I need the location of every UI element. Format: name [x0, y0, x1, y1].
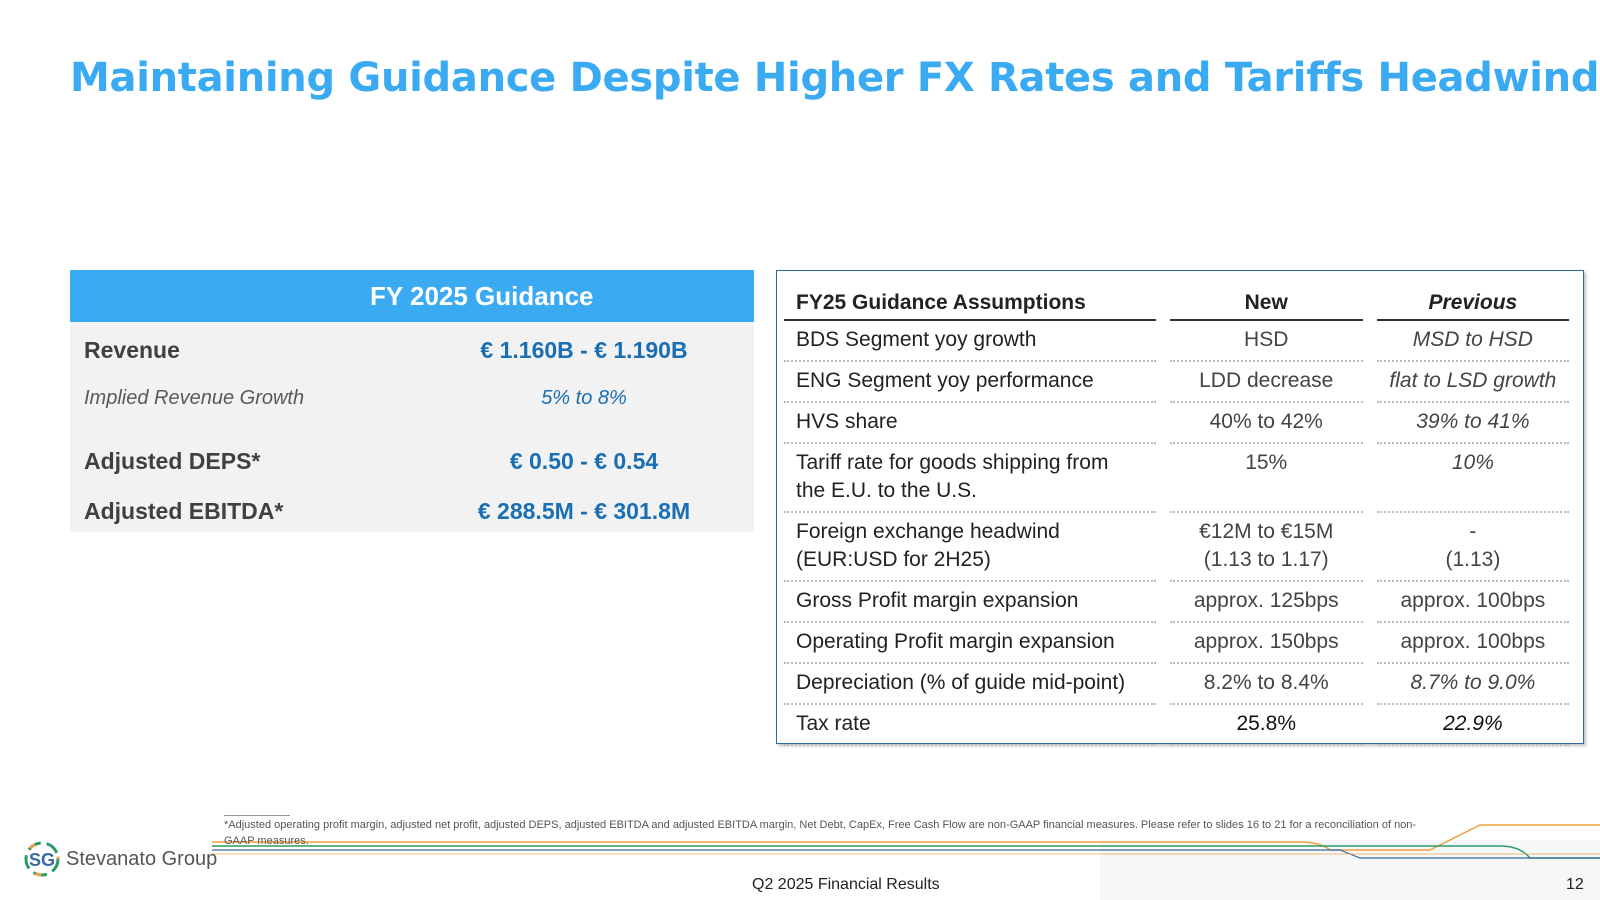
assumptions-card: FY25 Guidance Assumptions New Previous B…	[776, 270, 1584, 746]
row-previous-value: 10%	[1376, 444, 1569, 513]
footer-decoration	[212, 824, 1600, 900]
assumptions-header-row: FY25 Guidance Assumptions New Previous	[784, 285, 1569, 321]
footnote-rule	[224, 815, 290, 816]
guidance-row-adjusted-ebitda: Adjusted EBITDA* € 288.5M - € 301.8M	[70, 496, 754, 526]
row-label: ENG Segment yoy performance	[784, 362, 1156, 403]
guidance-row-label: Adjusted EBITDA*	[84, 497, 284, 524]
logo-text: Stevanato Group	[66, 847, 218, 870]
svg-text:SG: SG	[29, 850, 55, 870]
company-logo: SG Stevanato Group	[22, 840, 217, 878]
guidance-row-implied-growth: Implied Revenue Growth 5% to 8%	[70, 378, 754, 418]
guidance-row-adjusted-deps: Adjusted DEPS* € 0.50 - € 0.54	[70, 418, 754, 496]
row-previous-value: 22.9%	[1376, 705, 1569, 746]
table-row: Foreign exchange headwind (EUR:USD for 2…	[784, 513, 1569, 582]
table-row: Tax rate 25.8% 22.9%	[784, 705, 1569, 746]
table-row: BDS Segment yoy growth HSD MSD to HSD	[784, 321, 1569, 362]
row-new-value: HSD	[1169, 321, 1363, 362]
guidance-body: Revenue € 1.160B - € 1.190B Implied Reve…	[70, 322, 754, 532]
row-label: Operating Profit margin expansion	[784, 623, 1156, 664]
guidance-card: FY 2025 Guidance Revenue € 1.160B - € 1.…	[70, 270, 754, 532]
row-new-value: approx. 150bps	[1169, 623, 1363, 664]
row-label: Depreciation (% of guide mid-point)	[784, 664, 1156, 705]
row-new-value: LDD decrease	[1169, 362, 1363, 403]
row-previous-value: 39% to 41%	[1376, 403, 1569, 444]
guidance-row-value: 5% to 8%	[541, 386, 627, 409]
row-previous-value: - (1.13)	[1376, 513, 1569, 582]
row-previous-value: 8.7% to 9.0%	[1376, 664, 1569, 705]
footer-title: Q2 2025 Financial Results	[752, 876, 940, 893]
page-number: 12	[1566, 876, 1584, 893]
column-header-assumption: FY25 Guidance Assumptions	[784, 285, 1156, 321]
row-previous-value: MSD to HSD	[1376, 321, 1569, 362]
assumptions-table: FY25 Guidance Assumptions New Previous B…	[770, 285, 1583, 746]
guidance-row-value: € 1.160B - € 1.190B	[480, 336, 688, 363]
guidance-header: FY 2025 Guidance	[70, 270, 754, 322]
guidance-row-revenue: Revenue € 1.160B - € 1.190B	[70, 322, 754, 378]
table-row: HVS share 40% to 42% 39% to 41%	[784, 403, 1569, 444]
row-label: Gross Profit margin expansion	[784, 582, 1156, 623]
row-label: Tariff rate for goods shipping from the …	[784, 444, 1156, 513]
row-new-value: 40% to 42%	[1169, 403, 1363, 444]
row-label: HVS share	[784, 403, 1156, 444]
guidance-row-label: Adjusted DEPS*	[84, 447, 261, 474]
row-previous-value: approx. 100bps	[1376, 623, 1569, 664]
row-new-value: 25.8%	[1169, 705, 1363, 746]
guidance-row-value: € 0.50 - € 0.54	[509, 447, 659, 474]
row-new-value: 8.2% to 8.4%	[1169, 664, 1363, 705]
guidance-row-label: Revenue	[84, 336, 180, 363]
column-header-new: New	[1169, 285, 1363, 321]
row-new-value: 15%	[1169, 444, 1363, 513]
table-row: Tariff rate for goods shipping from the …	[784, 444, 1569, 513]
row-new-value: approx. 125bps	[1169, 582, 1363, 623]
row-previous-value: flat to LSD growth	[1376, 362, 1569, 403]
table-row: Gross Profit margin expansion approx. 12…	[784, 582, 1569, 623]
row-label: BDS Segment yoy growth	[784, 321, 1156, 362]
row-label: Tax rate	[784, 705, 1156, 746]
table-row: Depreciation (% of guide mid-point) 8.2%…	[784, 664, 1569, 705]
column-header-previous: Previous	[1376, 285, 1569, 321]
footnote: *Adjusted operating profit margin, adjus…	[224, 819, 1417, 847]
guidance-row-value: € 288.5M - € 301.8M	[477, 497, 691, 524]
logo-mark-icon: SG	[22, 840, 62, 878]
slide-title: Maintaining Guidance Despite Higher FX R…	[70, 55, 1600, 101]
row-label: Foreign exchange headwind (EUR:USD for 2…	[784, 513, 1156, 582]
table-row: ENG Segment yoy performance LDD decrease…	[784, 362, 1569, 403]
table-row: Operating Profit margin expansion approx…	[784, 623, 1569, 664]
row-previous-value: approx. 100bps	[1376, 582, 1569, 623]
row-new-value: €12M to €15M (1.13 to 1.17)	[1169, 513, 1363, 582]
guidance-row-label: Implied Revenue Growth	[84, 386, 305, 409]
guidance-header-label: FY 2025 Guidance	[370, 280, 594, 311]
